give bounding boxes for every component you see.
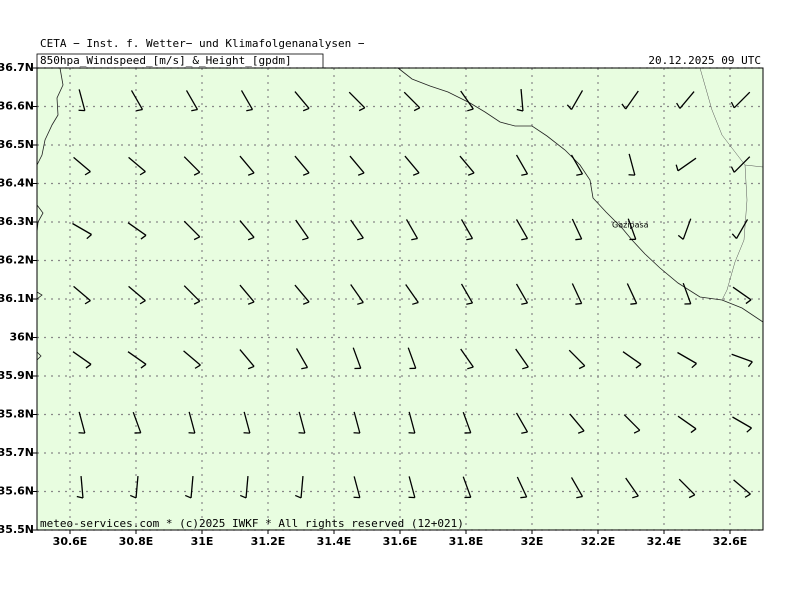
- valid-time: 20.12.2025 09 UTC: [648, 54, 761, 67]
- barb-feather: [520, 497, 526, 498]
- lat-tick-label: 36.3N: [0, 215, 34, 228]
- lat-tick-label: 35.7N: [0, 446, 34, 459]
- lat-tick-label: 36.6N: [0, 100, 34, 113]
- lat-tick-label: 35.6N: [0, 485, 34, 498]
- lat-tick-label: 36.1N: [0, 292, 34, 305]
- lat-tick-label: 36.5N: [0, 138, 34, 151]
- footer: meteo-services.com * (c)2025 IWKF * All …: [40, 517, 464, 530]
- lat-tick-label: 35.5N: [0, 523, 34, 536]
- lat-tick-label: 35.9N: [0, 369, 34, 382]
- lat-tick-label: 36.7N: [0, 61, 34, 74]
- lon-tick-label: 31.4E: [317, 535, 352, 548]
- lon-tick-label: 31.8E: [449, 535, 484, 548]
- barb-feather: [630, 303, 636, 304]
- field-title: 850hpa_Windspeed_[m/s]_&_Height_[gpdm]: [40, 54, 292, 67]
- lon-tick-label: 32.4E: [647, 535, 682, 548]
- lon-tick-label: 30.8E: [119, 535, 154, 548]
- lon-tick-label: 30.6E: [53, 535, 88, 548]
- lon-tick-label: 31E: [191, 535, 214, 548]
- lat-tick-label: 35.8N: [0, 408, 34, 421]
- lon-tick-label: 31.2E: [251, 535, 286, 548]
- lon-tick-label: 31.6E: [383, 535, 418, 548]
- lon-tick-label: 32E: [521, 535, 544, 548]
- lon-tick-label: 32.6E: [713, 535, 748, 548]
- institute-title: CETA − Inst. f. Wetter− und Klimafolgena…: [40, 37, 365, 50]
- lat-tick-label: 36.2N: [0, 254, 34, 267]
- barb-feather: [575, 303, 581, 304]
- lon-tick-label: 32.2E: [581, 535, 616, 548]
- barb-feather: [575, 239, 581, 240]
- lat-tick-label: 36N: [9, 331, 34, 344]
- lat-tick-label: 36.4N: [0, 177, 34, 190]
